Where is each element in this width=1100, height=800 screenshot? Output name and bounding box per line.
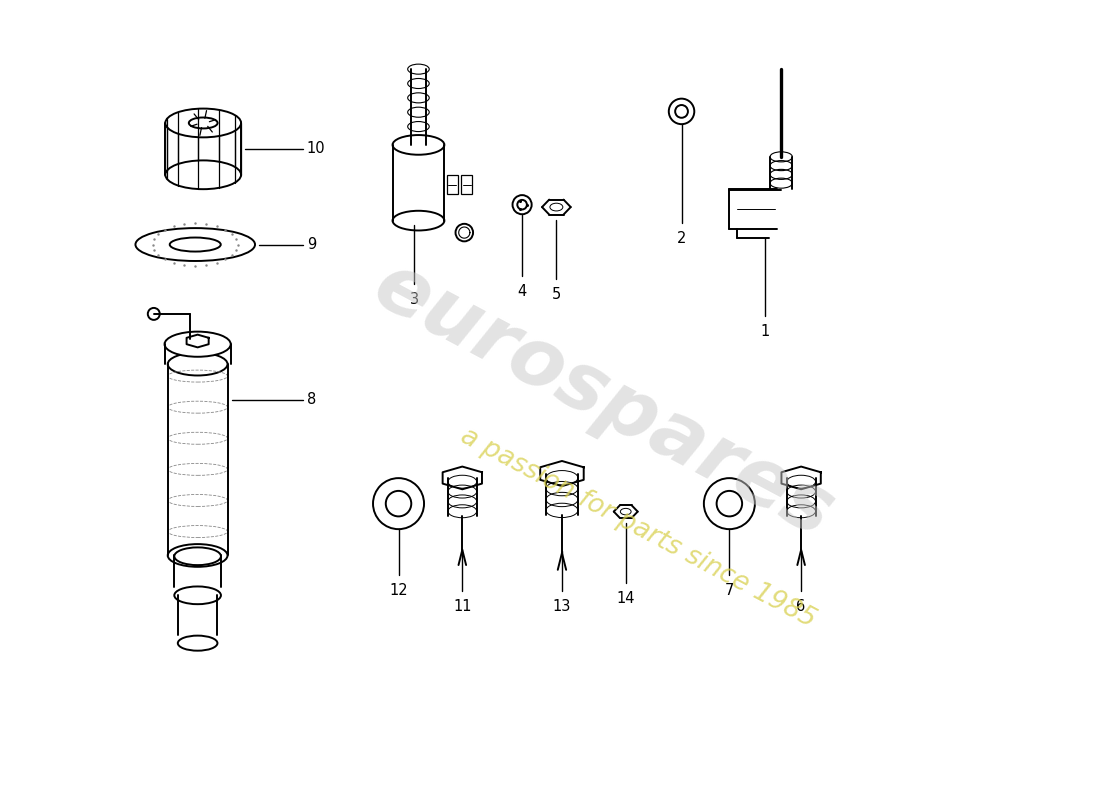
Text: 12: 12 <box>389 583 408 598</box>
Text: 6: 6 <box>796 599 805 614</box>
Text: eurospares: eurospares <box>360 246 846 554</box>
Ellipse shape <box>393 210 444 230</box>
Text: 8: 8 <box>307 393 316 407</box>
Ellipse shape <box>178 636 218 650</box>
Text: 9: 9 <box>307 237 316 252</box>
Text: 5: 5 <box>552 286 561 302</box>
Text: 11: 11 <box>453 599 472 614</box>
Text: 7: 7 <box>725 583 734 598</box>
Text: 14: 14 <box>616 591 635 606</box>
Ellipse shape <box>174 586 221 604</box>
Ellipse shape <box>393 135 444 154</box>
Text: a passion for parts since 1985: a passion for parts since 1985 <box>455 422 820 633</box>
Text: 2: 2 <box>676 231 686 246</box>
Text: 4: 4 <box>517 285 527 299</box>
Ellipse shape <box>165 332 231 357</box>
Ellipse shape <box>167 544 228 567</box>
Text: 10: 10 <box>307 142 326 156</box>
Text: 1: 1 <box>760 324 770 339</box>
Text: 13: 13 <box>553 599 571 614</box>
Ellipse shape <box>167 353 228 375</box>
Ellipse shape <box>174 547 221 565</box>
Text: 3: 3 <box>410 292 419 307</box>
